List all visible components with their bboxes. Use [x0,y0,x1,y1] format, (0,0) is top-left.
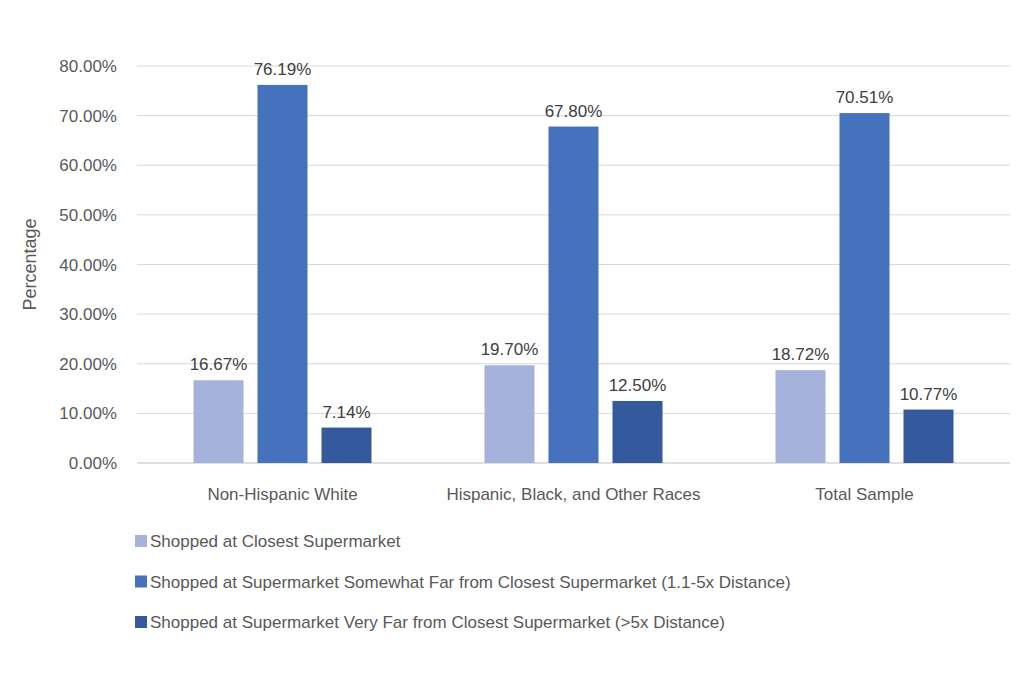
bar [613,401,663,463]
y-tick-label: 60.00% [59,156,117,175]
data-label: 18.72% [772,345,830,364]
data-label: 16.67% [190,355,248,374]
y-tick-label: 70.00% [59,107,117,126]
legend-label: Shopped at Supermarket Very Far from Clo… [150,613,725,632]
data-label: 76.19% [254,60,312,79]
grid [137,66,1010,463]
legend-label: Shopped at Closest Supermarket [150,532,401,551]
y-tick-label: 0.00% [69,454,117,473]
x-tick-label: Hispanic, Black, and Other Races [446,485,700,504]
data-label: 10.77% [900,385,958,404]
y-axis-label: Percentage [20,218,40,310]
bar [485,365,535,463]
data-label: 67.80% [545,102,603,121]
legend-swatch [135,576,147,588]
chart: 0.00% 10.00% 20.00% 30.00% 40.00% 50.00% 60.00… [0,0,1024,683]
legend-label: Shopped at Supermarket Somewhat Far from… [150,573,791,592]
legend-swatch [135,616,147,628]
data-label: 12.50% [609,376,667,395]
bar [904,410,954,463]
y-tick-label: 50.00% [59,206,117,225]
legend-swatch [135,535,147,547]
bar [840,113,890,463]
x-tick-label: Non-Hispanic White [207,485,357,504]
data-labels: 16.67% 19.70% 18.72% 76.19% 67.80% 70.51% 7.14… [190,60,958,422]
bar [258,85,308,463]
y-tick-label: 40.00% [59,256,117,275]
data-label: 19.70% [481,340,539,359]
bar [776,370,826,463]
bar [322,428,372,463]
x-tick-label: Total Sample [815,485,913,504]
data-label: 70.51% [836,88,894,107]
bar [194,380,244,463]
y-tick-label: 80.00% [59,57,117,76]
y-tick-label: 10.00% [59,404,117,423]
y-tick-label: 30.00% [59,305,117,324]
legend: Shopped at Closest Supermarket Shopped at… [135,532,791,632]
bar [549,127,599,463]
data-label: 7.14% [322,403,370,422]
bars [194,85,954,463]
y-tick-label: 20.00% [59,355,117,374]
